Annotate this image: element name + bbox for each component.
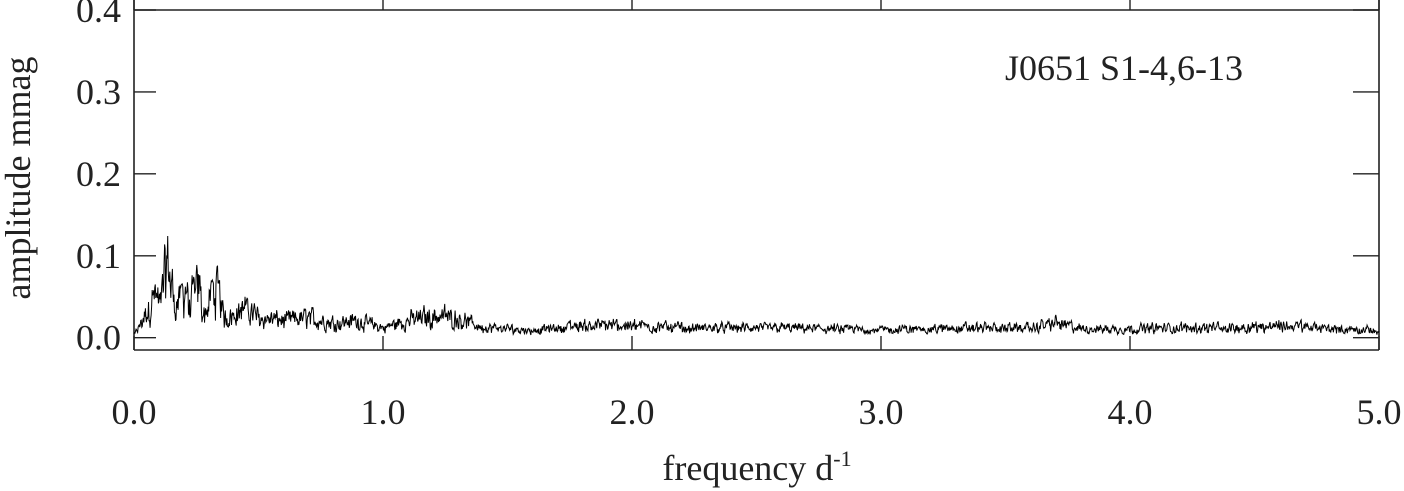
y-tick-label: 0.1 (76, 236, 121, 276)
x-tick-label: 2.0 (610, 392, 655, 432)
x-axis-title: frequency d-1 (662, 446, 851, 488)
x-axis-title-text: frequency d (662, 448, 833, 488)
y-axis-title: amplitude mmag (0, 57, 38, 300)
x-tick-label: 5.0 (1357, 392, 1402, 432)
x-tick-label: 1.0 (361, 392, 406, 432)
y-tick-label: 0.3 (76, 72, 121, 112)
x-axis-title-superscript: -1 (833, 446, 851, 471)
x-tick-label: 3.0 (859, 392, 904, 432)
y-tick-label: 0.0 (76, 318, 121, 358)
x-tick-label: 0.0 (112, 392, 157, 432)
x-axis: 0.0 1.0 2.0 3.0 4.0 5.0 (112, 0, 1402, 432)
dataset-annotation: J0651 S1-4,6-13 (1005, 48, 1243, 88)
plot-frame (133, 0, 1380, 351)
y-tick-label: 0.2 (76, 154, 121, 194)
y-axis: 0.0 0.1 0.2 0.3 0.4 (76, 0, 1379, 358)
x-tick-label: 4.0 (1108, 392, 1153, 432)
y-tick-label: 0.4 (76, 0, 121, 30)
amplitude-spectrum-line (133, 236, 1380, 337)
